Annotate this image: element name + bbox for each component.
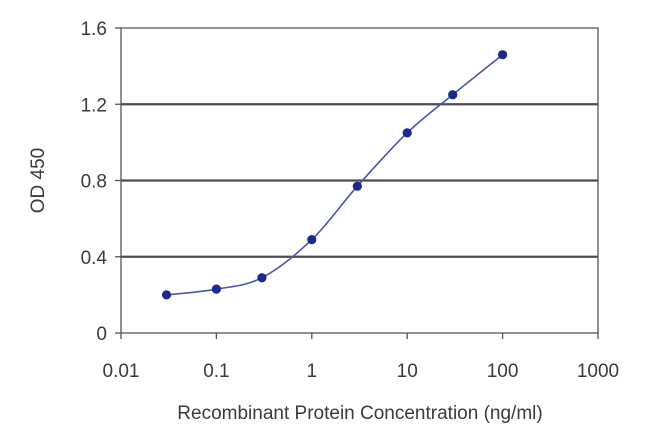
series-group	[161, 50, 508, 300]
data-point	[211, 284, 221, 294]
y-tick-label: 0.8	[81, 172, 107, 193]
y-tick-label: 0.4	[81, 248, 108, 269]
x-tick-label: 1000	[577, 361, 619, 382]
x-tick-label: 1	[307, 361, 318, 382]
y-tick-label: 1.2	[81, 95, 107, 116]
x-tick-label: 0.1	[203, 361, 229, 382]
data-point	[161, 290, 172, 300]
grid-lines	[121, 103, 598, 258]
data-point	[352, 181, 362, 191]
data-point	[257, 273, 267, 283]
x-tick-label: 100	[487, 361, 519, 382]
data-point	[498, 50, 508, 60]
data-point	[307, 234, 317, 245]
data-point	[448, 90, 458, 100]
x-tick-label: 0.01	[103, 361, 140, 382]
y-axis: 0 0.4 0.8 1.2 1.6	[81, 19, 121, 345]
series-line	[166, 54, 504, 296]
x-axis-title: Recombinant Protein Concentration (ng/ml…	[177, 403, 542, 424]
data-point	[402, 128, 412, 138]
x-tick-label: 10	[397, 361, 418, 382]
x-axis: 0.01 0.1 1 10 100 1000	[103, 333, 619, 382]
y-axis-title: OD 450	[28, 148, 49, 213]
y-tick-label: 1.6	[81, 19, 107, 40]
y-tick-label: 0	[96, 324, 107, 345]
